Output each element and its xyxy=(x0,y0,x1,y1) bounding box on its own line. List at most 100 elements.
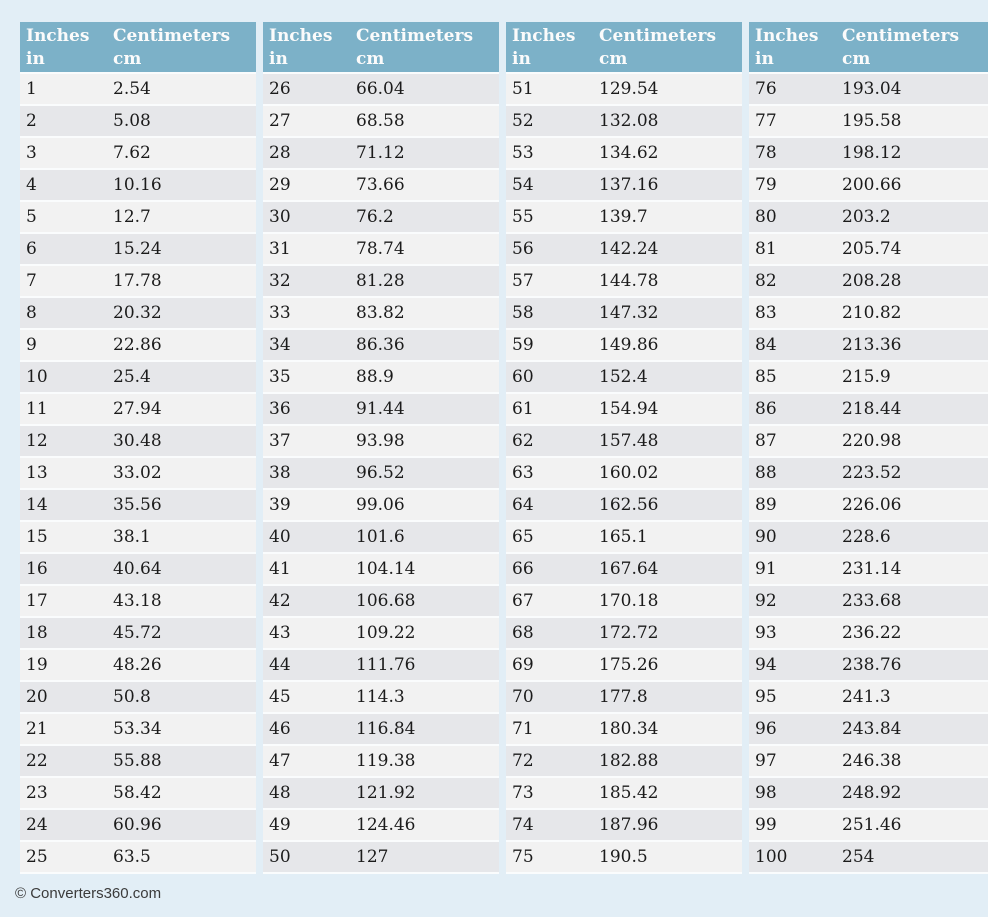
inches-cell: 3 xyxy=(26,143,37,163)
cm-cell: 203.2 xyxy=(842,207,891,227)
inches-cell: 31 xyxy=(269,239,291,259)
inches-cell: 6 xyxy=(26,239,37,259)
table-row: 35 88.9 xyxy=(263,362,499,394)
inches-cell: 93 xyxy=(755,623,777,643)
inches-cell: 99 xyxy=(755,815,777,835)
inches-cell: 49 xyxy=(269,815,291,835)
inches-cell: 70 xyxy=(512,687,534,707)
cm-cell: 93.98 xyxy=(356,431,405,451)
cm-cell: 132.08 xyxy=(599,111,659,131)
table-row: 13 33.02 xyxy=(20,458,256,490)
inches-title: Inches xyxy=(26,26,90,46)
inches-cell: 92 xyxy=(755,591,777,611)
inches-title: Inches xyxy=(755,26,819,46)
inches-cell: 16 xyxy=(26,559,48,579)
cm-cell: 215.9 xyxy=(842,367,891,387)
table-row: 96 243.84 xyxy=(749,714,988,746)
cm-cell: 157.48 xyxy=(599,431,659,451)
inches-header: Inches in xyxy=(263,25,356,72)
cm-cell: 231.14 xyxy=(842,559,902,579)
cm-cell: 208.28 xyxy=(842,271,902,291)
inches-cell: 14 xyxy=(26,495,48,515)
table-body: 76 193.04 77 195.58 78 198.12 79 200.66 80 203.2 8… xyxy=(749,74,988,874)
table-row: 7 17.78 xyxy=(20,266,256,298)
inches-unit: in xyxy=(26,49,45,69)
cm-cell: 68.58 xyxy=(356,111,405,131)
inches-cell: 48 xyxy=(269,783,291,803)
table-row: 75 190.5 xyxy=(506,842,742,874)
cm-cell: 236.22 xyxy=(842,623,902,643)
cm-cell: 190.5 xyxy=(599,847,648,867)
inches-cell: 80 xyxy=(755,207,777,227)
cm-cell: 147.32 xyxy=(599,303,659,323)
inches-header: Inches in xyxy=(506,25,599,72)
inches-cell: 38 xyxy=(269,463,291,483)
table-row: 32 81.28 xyxy=(263,266,499,298)
inches-cell: 17 xyxy=(26,591,48,611)
cm-cell: 243.84 xyxy=(842,719,902,739)
cm-cell: 111.76 xyxy=(356,655,416,675)
cm-cell: 129.54 xyxy=(599,79,659,99)
cm-cell: 187.96 xyxy=(599,815,659,835)
table-row: 4 10.16 xyxy=(20,170,256,202)
table-row: 61 154.94 xyxy=(506,394,742,426)
table-row: 39 99.06 xyxy=(263,490,499,522)
inches-cell: 77 xyxy=(755,111,777,131)
inches-cell: 83 xyxy=(755,303,777,323)
cm-cell: 251.46 xyxy=(842,815,902,835)
table-row: 46 116.84 xyxy=(263,714,499,746)
inches-cell: 30 xyxy=(269,207,291,227)
inches-cell: 59 xyxy=(512,335,534,355)
cm-cell: 142.24 xyxy=(599,239,659,259)
cm-cell: 38.1 xyxy=(113,527,151,547)
inches-unit: in xyxy=(755,49,774,69)
centimeters-title: Centimeters xyxy=(842,26,960,46)
cm-cell: 182.88 xyxy=(599,751,659,771)
inches-cell: 12 xyxy=(26,431,48,451)
cm-cell: 86.36 xyxy=(356,335,405,355)
inches-cell: 66 xyxy=(512,559,534,579)
centimeters-header: Centimeters cm xyxy=(113,25,256,72)
table-row: 65 165.1 xyxy=(506,522,742,554)
inches-cell: 68 xyxy=(512,623,534,643)
inches-cell: 18 xyxy=(26,623,48,643)
table-row: 51 129.54 xyxy=(506,74,742,106)
inches-cell: 29 xyxy=(269,175,291,195)
table-row: 20 50.8 xyxy=(20,682,256,714)
cm-cell: 167.64 xyxy=(599,559,659,579)
cm-cell: 66.04 xyxy=(356,79,405,99)
table-row: 62 157.48 xyxy=(506,426,742,458)
table-row: 3 7.62 xyxy=(20,138,256,170)
table-row: 98 248.92 xyxy=(749,778,988,810)
cm-cell: 73.66 xyxy=(356,175,405,195)
cm-cell: 10.16 xyxy=(113,175,162,195)
table-row: 40 101.6 xyxy=(263,522,499,554)
centimeters-title: Centimeters xyxy=(599,26,717,46)
cm-cell: 254 xyxy=(842,847,875,867)
cm-cell: 137.16 xyxy=(599,175,659,195)
cm-cell: 88.9 xyxy=(356,367,394,387)
inches-cell: 5 xyxy=(26,207,37,227)
cm-cell: 238.76 xyxy=(842,655,902,675)
inches-title: Inches xyxy=(512,26,576,46)
cm-cell: 228.6 xyxy=(842,527,891,547)
table-row: 58 147.32 xyxy=(506,298,742,330)
cm-cell: 162.56 xyxy=(599,495,659,515)
inches-cell: 76 xyxy=(755,79,777,99)
cm-cell: 121.92 xyxy=(356,783,416,803)
inches-cell: 25 xyxy=(26,847,48,867)
inches-cell: 27 xyxy=(269,111,291,131)
table-row: 72 182.88 xyxy=(506,746,742,778)
inches-cell: 24 xyxy=(26,815,48,835)
inches-cell: 55 xyxy=(512,207,534,227)
inches-cell: 43 xyxy=(269,623,291,643)
table-row: 78 198.12 xyxy=(749,138,988,170)
cm-cell: 5.08 xyxy=(113,111,151,131)
inches-cell: 8 xyxy=(26,303,37,323)
conversion-table-1: Inches in Centimeters cm 1 2.54 2 5.08 3 7.62… xyxy=(20,22,256,874)
centimeters-unit: cm xyxy=(599,49,628,69)
cm-cell: 101.6 xyxy=(356,527,405,547)
cm-cell: 139.7 xyxy=(599,207,648,227)
inches-cell: 32 xyxy=(269,271,291,291)
